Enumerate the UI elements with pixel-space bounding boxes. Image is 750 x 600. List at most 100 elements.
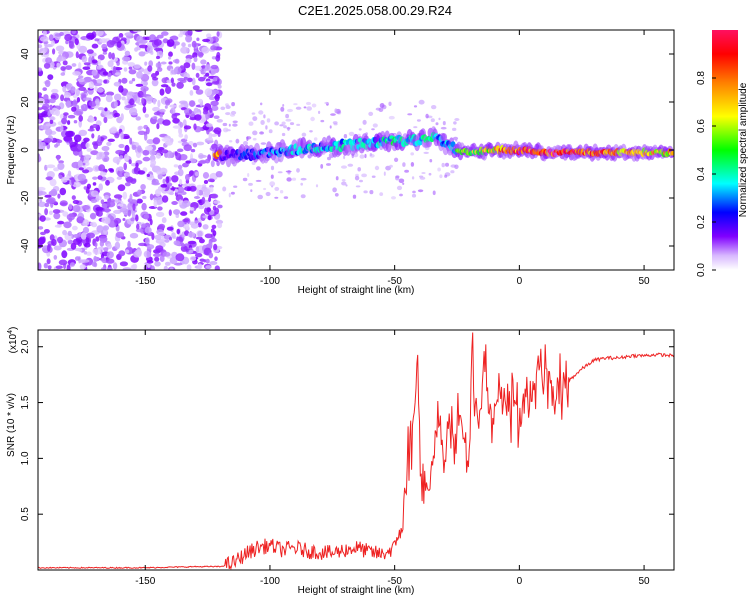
noise-mark: [442, 121, 446, 126]
noise-mark: [176, 81, 184, 89]
noise-mark: [38, 262, 42, 270]
noise-mark: [130, 264, 136, 270]
noise-mark: [187, 43, 192, 48]
noise-mark: [156, 201, 162, 206]
noise-mark: [203, 180, 209, 184]
noise-mark: [46, 258, 51, 265]
noise-mark: [139, 44, 148, 49]
noise-mark: [157, 206, 163, 211]
noise-mark: [185, 223, 190, 230]
noise-mark: [430, 118, 435, 123]
noise-mark: [215, 171, 223, 178]
noise-mark: [315, 184, 319, 188]
noise-mark: [320, 164, 324, 169]
noise-mark: [58, 174, 63, 179]
colorbar-tick-label: 0.2: [696, 215, 707, 229]
noise-mark: [418, 99, 425, 105]
noise-mark: [155, 245, 164, 252]
noise-mark: [222, 186, 227, 192]
noise-mark: [155, 152, 162, 159]
noise-mark: [157, 99, 161, 108]
noise-mark: [127, 91, 135, 96]
noise-mark: [111, 52, 115, 60]
noise-mark: [38, 44, 43, 49]
noise-mark: [179, 100, 188, 105]
noise-mark: [60, 94, 65, 102]
noise-mark: [205, 265, 212, 269]
noise-mark: [136, 198, 143, 204]
noise-mark: [113, 81, 121, 87]
noise-mark: [263, 114, 266, 119]
noise-mark: [256, 166, 261, 171]
noise-mark: [209, 172, 218, 181]
noise-mark: [78, 78, 85, 83]
noise-mark: [211, 105, 219, 111]
noise-mark: [68, 40, 74, 49]
noise-mark: [77, 75, 84, 79]
noise-mark: [159, 255, 165, 262]
noise-mark: [48, 34, 54, 42]
noise-mark: [95, 236, 100, 242]
noise-mark: [38, 92, 42, 97]
noise-mark: [235, 138, 240, 144]
noise-mark: [96, 87, 104, 93]
noise-mark: [300, 182, 304, 186]
noise-mark: [38, 107, 43, 111]
noise-mark: [63, 112, 69, 116]
noise-mark: [124, 144, 130, 153]
noise-mark: [205, 64, 211, 72]
noise-mark: [43, 262, 48, 269]
noise-mark: [210, 89, 220, 95]
noise-mark: [399, 193, 403, 197]
noise-mark: [58, 160, 64, 164]
x-tick-label: 0: [517, 576, 523, 587]
noise-mark: [162, 119, 171, 126]
noise-mark: [82, 66, 91, 70]
noise-mark: [145, 95, 154, 102]
noise-mark: [144, 133, 148, 141]
noise-mark: [80, 232, 87, 240]
noise-mark: [92, 176, 98, 180]
noise-mark: [341, 181, 347, 186]
noise-mark: [182, 218, 190, 223]
noise-mark: [70, 262, 75, 267]
noise-mark: [183, 76, 188, 81]
noise-mark: [270, 174, 274, 179]
noise-mark: [83, 186, 88, 190]
noise-mark: [60, 72, 66, 76]
noise-mark: [185, 174, 190, 181]
noise-mark: [197, 263, 203, 270]
noise-mark: [38, 119, 42, 123]
noise-mark: [187, 240, 197, 245]
noise-mark: [161, 195, 169, 203]
noise-mark: [124, 182, 131, 187]
noise-mark: [283, 196, 289, 199]
noise-mark: [205, 72, 210, 77]
noise-mark: [230, 191, 235, 195]
noise-mark: [175, 152, 182, 161]
noise-mark: [188, 141, 194, 146]
noise-mark: [215, 54, 221, 62]
noise-mark: [193, 56, 198, 62]
noise-mark: [402, 162, 406, 167]
noise-mark: [116, 176, 122, 180]
noise-mark: [432, 190, 436, 196]
noise-mark: [210, 193, 219, 199]
noise-mark: [343, 134, 348, 139]
noise-mark: [65, 83, 71, 89]
noise-mark: [40, 231, 46, 236]
colorbar-tick-label: 0.8: [696, 71, 707, 85]
noise-mark: [150, 265, 155, 270]
noise-mark: [94, 242, 98, 248]
noise-mark: [45, 57, 53, 64]
noise-mark: [364, 153, 367, 159]
noise-mark: [61, 176, 68, 183]
noise-mark: [195, 89, 204, 95]
noise-mark: [137, 145, 142, 153]
noise-mark: [130, 217, 135, 222]
noise-mark: [211, 143, 218, 150]
noise-mark: [341, 165, 347, 169]
noise-mark: [421, 172, 426, 174]
noise-mark: [285, 113, 289, 119]
noise-mark: [172, 117, 180, 124]
